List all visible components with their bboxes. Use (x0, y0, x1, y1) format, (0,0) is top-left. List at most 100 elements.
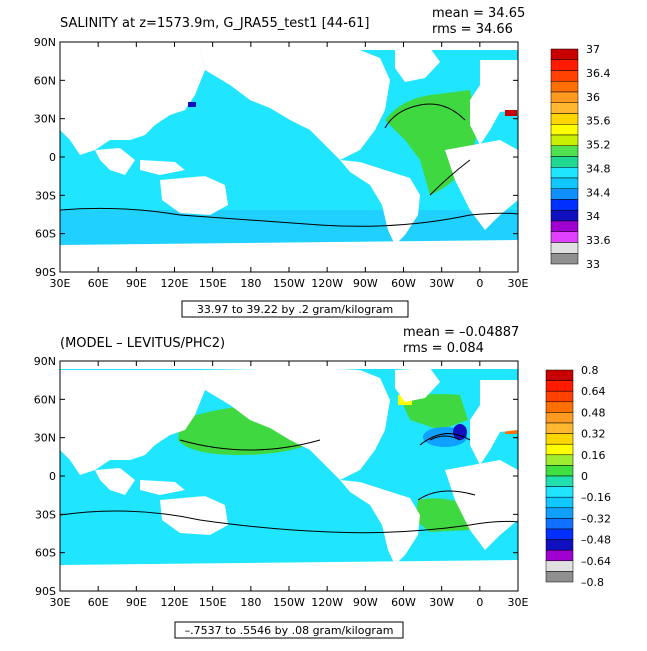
colorbar-swatch (550, 231, 579, 243)
lat-tick-label: 0 (49, 470, 56, 483)
colorbar-swatch (550, 167, 579, 179)
low-salinity-patch (188, 102, 196, 107)
colorbar-label: 34.8 (586, 162, 611, 175)
contour-line (384, 103, 466, 129)
lon-tick-label: 90E (126, 596, 147, 609)
colorbar-swatch (550, 81, 579, 93)
colorbar-swatch (550, 177, 579, 189)
colorbar-swatch (545, 412, 574, 424)
colorbar-label: –0.16 (581, 491, 611, 504)
colorbar-swatch (550, 242, 579, 254)
lon-tick-label: 150W (273, 277, 305, 290)
lat-tick-label: 60N (34, 74, 56, 87)
lon-tick-label: 0 (476, 277, 483, 290)
colorbar-swatch (545, 454, 574, 466)
colorbar-swatch (550, 113, 579, 125)
lat-tick-label: 90N (34, 355, 56, 368)
lat-tick-label: 30S (35, 189, 56, 202)
map-area (60, 42, 518, 272)
colorbar-label: 35.6 (586, 115, 611, 128)
colorbar-label: –0.32 (581, 512, 611, 525)
colorbar-swatch (545, 380, 574, 392)
negative-anomaly-core (453, 424, 467, 440)
lat-tick-label: 90S (35, 266, 56, 279)
colorbar-label: 0.48 (581, 406, 606, 419)
lon-tick-label: 180 (240, 596, 261, 609)
lat-tick-label: 60S (35, 547, 56, 560)
lon-tick-label: 120W (311, 277, 343, 290)
mean-value: mean = 34.65 (432, 6, 525, 21)
southern-ocean-band (60, 210, 518, 245)
colorbar-swatch (545, 518, 574, 530)
lon-axis: 30E 60E 90E 120E 150E 180 150W 120W 90W 60W 30W 0 30… (50, 361, 529, 609)
lon-tick-label: 120E (161, 596, 189, 609)
contour-line (429, 435, 461, 441)
lon-tick-label: 30E (50, 277, 71, 290)
colorbar-swatch (550, 145, 579, 157)
contour-line (60, 510, 518, 534)
colorbar-swatch (550, 220, 579, 232)
colorbar-swatch (545, 443, 574, 456)
colorbar-label: 0.32 (581, 428, 606, 441)
colorbar-label: 0.16 (581, 449, 606, 462)
lon-tick-label: 60E (88, 596, 109, 609)
lat-tick-label: 90S (35, 585, 56, 598)
colorbar-swatch (550, 156, 579, 168)
rms-value: rms = 0.084 (403, 341, 484, 356)
lat-tick-label: 60S (35, 228, 56, 241)
lon-tick-label: 30E (508, 277, 529, 290)
colorbar: 37 36.4 36 35.6 35.2 34.8 34.4 34 33.6 33 (550, 43, 611, 271)
lon-tick-label: 180 (240, 277, 261, 290)
colorbar-swatch (550, 59, 579, 71)
panel-bottom: (MODEL – LEVITUS/PHC2) mean = –0.04887 r… (34, 325, 611, 639)
colorbar-label: –0.8 (581, 576, 604, 589)
lat-tick-label: 30N (34, 113, 56, 126)
lat-tick-label: 0 (49, 151, 56, 164)
positive-anomaly-region (415, 498, 470, 532)
panel-top: SALINITY at z=1573.9m, G_JRA55_test1 [44… (34, 6, 611, 318)
mediterranean-outflow (505, 110, 517, 116)
colorbar-swatch (545, 422, 574, 434)
lon-tick-label: 120W (311, 596, 343, 609)
colorbar-swatch (545, 560, 574, 572)
lat-tick-label: 30N (34, 432, 56, 445)
map-area (60, 361, 518, 591)
colorbar: 0.8 0.64 0.48 0.32 0.16 0 –0.16 –0.32 –0.48 –0.64… (545, 364, 611, 589)
lon-tick-label: 30W (429, 596, 454, 609)
lon-tick-label: 60W (391, 596, 416, 609)
contour-line (417, 490, 476, 501)
colorbar-swatch (545, 486, 574, 498)
panel-title: SALINITY at z=1573.9m, G_JRA55_test1 [44… (60, 16, 370, 31)
range-text: –.7537 to .5546 by .08 gram/kilogram (185, 624, 394, 637)
colorbar-swatch (545, 539, 574, 551)
colorbar-swatch (550, 124, 579, 136)
lat-tick-label: 90N (34, 36, 56, 49)
lon-tick-label: 60E (88, 277, 109, 290)
colorbar-swatch (550, 199, 579, 211)
lat-tick-label: 30S (35, 508, 56, 521)
lon-tick-label: 0 (476, 596, 483, 609)
lon-tick-label: 30W (429, 277, 454, 290)
colorbar-swatch (545, 496, 574, 509)
lon-tick-label: 150E (199, 277, 227, 290)
colorbar-label: 35.2 (586, 139, 611, 152)
colorbar-swatch (545, 390, 574, 403)
colorbar-label: –0.64 (581, 555, 611, 568)
colorbar-label: –0.48 (581, 534, 611, 547)
colorbar-swatch (545, 369, 574, 381)
colorbar-swatch (550, 102, 579, 114)
colorbar-label: 33 (586, 258, 600, 271)
lon-tick-label: 120E (161, 277, 189, 290)
colorbar-label: 0.8 (581, 364, 599, 377)
colorbar-swatch (545, 528, 574, 540)
colorbar-swatch (545, 401, 574, 413)
lon-axis: 30E 60E 90E 120E 150E 180 150W 120W 90W 60W 30W 0 30… (50, 42, 529, 290)
contour-line (179, 439, 321, 451)
colorbar-swatch (545, 549, 574, 562)
colorbar-swatch (550, 253, 579, 265)
contour-line (429, 159, 471, 196)
lon-tick-label: 30E (508, 596, 529, 609)
colorbar-label: 0.64 (581, 385, 606, 398)
colorbar-swatch (550, 48, 579, 60)
